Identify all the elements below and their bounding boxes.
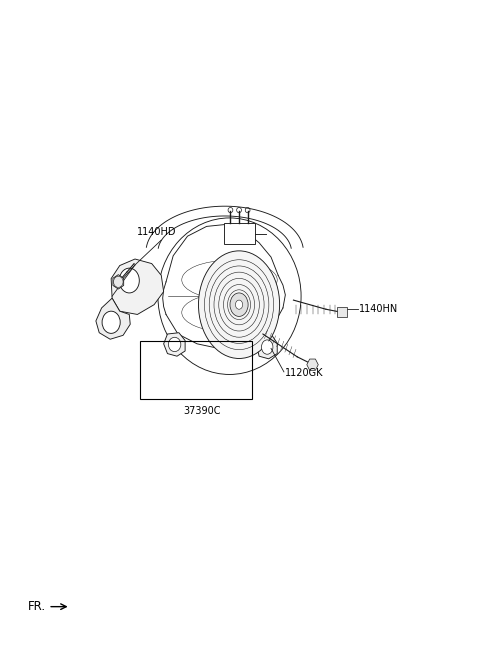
Polygon shape xyxy=(164,333,185,356)
Polygon shape xyxy=(111,259,164,314)
Bar xyxy=(337,307,347,317)
Ellipse shape xyxy=(168,337,181,352)
Polygon shape xyxy=(257,334,277,359)
Text: 1140HD: 1140HD xyxy=(137,227,177,238)
Ellipse shape xyxy=(119,268,139,293)
Bar xyxy=(140,341,252,400)
Ellipse shape xyxy=(158,218,301,375)
Polygon shape xyxy=(307,359,318,370)
Ellipse shape xyxy=(236,300,242,309)
Ellipse shape xyxy=(199,251,280,358)
Text: 1120GK: 1120GK xyxy=(285,368,324,378)
Polygon shape xyxy=(96,298,130,339)
Bar xyxy=(224,223,254,244)
Text: 37390C: 37390C xyxy=(183,405,221,416)
Ellipse shape xyxy=(230,293,248,316)
Text: FR.: FR. xyxy=(28,600,46,613)
Text: 1140HN: 1140HN xyxy=(360,304,398,314)
Polygon shape xyxy=(113,274,124,289)
Ellipse shape xyxy=(102,311,120,333)
Ellipse shape xyxy=(262,340,273,354)
